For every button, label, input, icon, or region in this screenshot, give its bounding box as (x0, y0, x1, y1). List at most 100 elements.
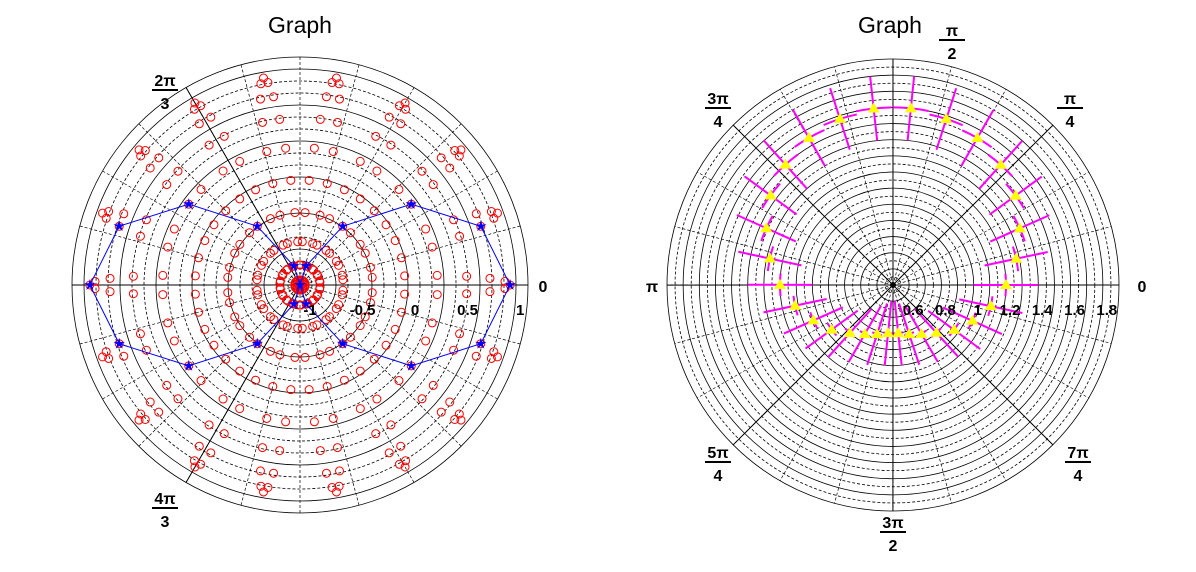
data-point-circle (372, 394, 382, 404)
data-point-circle (196, 376, 206, 386)
data-point-circle (312, 291, 322, 301)
angle-label-numerator: π (946, 23, 958, 40)
data-point-triangle (843, 327, 856, 338)
data-point-circle (390, 236, 400, 246)
data-point-circle (367, 288, 377, 298)
data-point-circle (265, 312, 275, 322)
angle-label-denominator: 4 (1066, 114, 1075, 131)
data-point-circle (275, 114, 285, 124)
data-point-star (300, 298, 312, 309)
data-point-circle (309, 143, 319, 153)
angle-label-numerator: 5π (707, 445, 728, 462)
data-point-circle (400, 289, 410, 299)
data-point-circle (436, 407, 446, 417)
data-point-circle (355, 194, 365, 204)
data-point-circle (252, 275, 262, 285)
data-point-circle (135, 329, 145, 339)
data-point-circle (262, 413, 272, 423)
data-point-circle (315, 283, 325, 293)
data-point-circle (190, 289, 200, 299)
data-point-star (405, 359, 417, 371)
data-point-circle (251, 375, 261, 385)
data-point-circle (255, 466, 265, 476)
data-point-circle (256, 79, 266, 89)
data-point-circle (381, 220, 391, 230)
data-point-triangle (892, 327, 905, 338)
data-point-circle (209, 220, 219, 230)
data-point-circle (189, 104, 199, 114)
grid-radial-line (892, 171, 1089, 286)
data-point-circle (90, 284, 100, 294)
data-point-circle (335, 94, 345, 104)
data-point-circle (281, 417, 291, 427)
radial-tick-label: 0 (411, 302, 419, 319)
data-point-circle (371, 131, 381, 141)
angular-tick-label: 3π4 (705, 91, 731, 131)
angular-tick-label: 4π3 (152, 491, 178, 531)
data-point-circle (322, 381, 332, 391)
data-point-circle (275, 210, 285, 220)
data-point-circle (325, 346, 335, 356)
data-point-circle (355, 366, 365, 376)
data-point-triangle (903, 328, 916, 339)
data-point-circle (135, 231, 145, 241)
data-point-triangle (1010, 252, 1023, 263)
data-point-circle (396, 253, 406, 263)
data-point-circle (312, 320, 322, 330)
data-point-triangle (882, 327, 895, 338)
data-point-circle (338, 275, 348, 285)
data-point-circle (450, 146, 460, 156)
data-point-circle (331, 487, 341, 497)
radial-tick-label: -1 (303, 302, 316, 319)
data-point-circle (252, 285, 262, 295)
data-point-circle (262, 147, 272, 157)
data-point-circle (145, 163, 155, 173)
data-point-triangle (971, 131, 984, 142)
data-point-circle (445, 163, 455, 173)
data-point-circle (492, 208, 502, 218)
data-point-circle (365, 298, 375, 308)
data-point-triangle (789, 299, 802, 310)
data-point-circle (281, 143, 291, 153)
data-point-circle (290, 352, 300, 362)
data-point-circle (489, 347, 499, 357)
data-point-circle (315, 114, 325, 124)
data-point-circle (190, 462, 200, 472)
data-point-circle (221, 354, 231, 364)
data-point-circle (455, 231, 465, 241)
data-point-star (113, 220, 125, 231)
angle-label-denominator: 3 (161, 96, 170, 113)
data-point-circle (98, 352, 108, 362)
data-point-circle (394, 101, 404, 111)
data-point-circle (309, 417, 319, 427)
data-point-circle (304, 385, 314, 395)
radial-tick-label: 1 (974, 302, 982, 319)
data-point-triangle (833, 112, 846, 123)
data-point-circle (128, 289, 138, 299)
data-point-star (183, 359, 195, 371)
data-point-circle (312, 240, 322, 250)
data-point-circle (230, 312, 240, 322)
data-point-circle (313, 289, 323, 299)
data-point-circle (119, 351, 129, 361)
data-point-circle (204, 140, 214, 150)
data-point-triangle (763, 252, 776, 263)
angle-label-numerator: 7π (1067, 445, 1088, 462)
data-point-circle (173, 166, 183, 176)
data-point-circle (219, 429, 229, 439)
data-point-circle (209, 340, 219, 350)
data-point-circle (486, 353, 496, 363)
data-point-circle (462, 271, 472, 281)
data-point-circle (500, 284, 510, 294)
data-point-circle (141, 215, 151, 225)
data-point-circle (333, 117, 343, 127)
angular-tick-label: π (646, 279, 658, 296)
radial-tick-label: 0.6 (903, 302, 924, 319)
data-point-circle (206, 448, 216, 458)
data-point-circle (401, 456, 411, 466)
data-point-triangle (940, 113, 953, 124)
data-point-circle (313, 271, 323, 281)
data-point-circle (381, 340, 391, 350)
data-point-circle (218, 166, 228, 176)
